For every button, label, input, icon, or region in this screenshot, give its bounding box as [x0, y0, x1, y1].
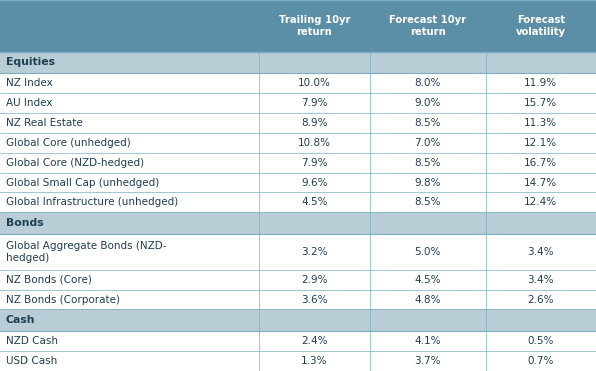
Text: 4.5%: 4.5%: [414, 275, 441, 285]
Text: 3.2%: 3.2%: [301, 247, 328, 257]
Text: 10.8%: 10.8%: [298, 138, 331, 148]
Text: Global Small Cap (unhedged): Global Small Cap (unhedged): [6, 178, 159, 187]
Text: Global Core (unhedged): Global Core (unhedged): [6, 138, 131, 148]
Text: 2.4%: 2.4%: [301, 336, 328, 346]
Bar: [0, 309, 596, 331]
Text: 15.7%: 15.7%: [524, 98, 557, 108]
Text: 11.3%: 11.3%: [524, 118, 557, 128]
Text: 16.7%: 16.7%: [524, 158, 557, 168]
Bar: [0, 173, 596, 193]
Bar: [0, 113, 596, 133]
Text: Bonds: Bonds: [6, 218, 44, 228]
Text: USD Cash: USD Cash: [6, 356, 57, 366]
Text: 11.9%: 11.9%: [524, 78, 557, 88]
Text: 8.5%: 8.5%: [414, 118, 441, 128]
Text: AU Index: AU Index: [6, 98, 52, 108]
Bar: [0, 212, 596, 234]
Text: 4.1%: 4.1%: [414, 336, 441, 346]
Bar: [0, 133, 596, 153]
Text: Cash: Cash: [6, 315, 35, 325]
Text: Forecast
volatility: Forecast volatility: [516, 15, 566, 37]
Text: 9.0%: 9.0%: [414, 98, 441, 108]
Text: Global Aggregate Bonds (NZD-
hedged): Global Aggregate Bonds (NZD- hedged): [6, 241, 166, 263]
Text: 4.5%: 4.5%: [301, 197, 328, 207]
Text: 8.9%: 8.9%: [301, 118, 328, 128]
Bar: [0, 234, 596, 270]
Bar: [0, 52, 596, 73]
Text: 8.5%: 8.5%: [414, 158, 441, 168]
Text: 2.9%: 2.9%: [301, 275, 328, 285]
Text: 10.0%: 10.0%: [298, 78, 331, 88]
Text: Trailing 10yr
return: Trailing 10yr return: [279, 15, 350, 37]
Text: Global Core (NZD-hedged): Global Core (NZD-hedged): [6, 158, 144, 168]
Text: NZ Index: NZ Index: [6, 78, 52, 88]
Text: 4.8%: 4.8%: [414, 295, 441, 305]
Text: NZ Bonds (Core): NZ Bonds (Core): [6, 275, 92, 285]
Bar: [0, 93, 596, 113]
Text: NZ Bonds (Corporate): NZ Bonds (Corporate): [6, 295, 120, 305]
Text: 7.9%: 7.9%: [301, 98, 328, 108]
Text: 12.4%: 12.4%: [524, 197, 557, 207]
Text: Equities: Equities: [6, 58, 55, 68]
Bar: [0, 193, 596, 212]
Text: 5.0%: 5.0%: [414, 247, 441, 257]
Bar: [0, 351, 596, 371]
Text: 3.6%: 3.6%: [301, 295, 328, 305]
Bar: [0, 290, 596, 309]
Bar: [0, 0, 596, 52]
Text: 8.5%: 8.5%: [414, 197, 441, 207]
Text: 3.7%: 3.7%: [414, 356, 441, 366]
Text: 12.1%: 12.1%: [524, 138, 557, 148]
Text: 3.4%: 3.4%: [527, 275, 554, 285]
Text: NZD Cash: NZD Cash: [6, 336, 58, 346]
Text: Forecast 10yr
return: Forecast 10yr return: [389, 15, 466, 37]
Text: NZ Real Estate: NZ Real Estate: [6, 118, 83, 128]
Text: 0.7%: 0.7%: [527, 356, 554, 366]
Text: 2.6%: 2.6%: [527, 295, 554, 305]
Text: 0.5%: 0.5%: [527, 336, 554, 346]
Text: 9.6%: 9.6%: [301, 178, 328, 187]
Bar: [0, 270, 596, 290]
Text: 9.8%: 9.8%: [414, 178, 441, 187]
Text: 1.3%: 1.3%: [301, 356, 328, 366]
Bar: [0, 73, 596, 93]
Bar: [0, 153, 596, 173]
Text: 7.9%: 7.9%: [301, 158, 328, 168]
Text: 7.0%: 7.0%: [414, 138, 441, 148]
Text: 3.4%: 3.4%: [527, 247, 554, 257]
Text: 14.7%: 14.7%: [524, 178, 557, 187]
Text: 8.0%: 8.0%: [414, 78, 441, 88]
Text: Global Infrastructure (unhedged): Global Infrastructure (unhedged): [6, 197, 178, 207]
Bar: [0, 331, 596, 351]
